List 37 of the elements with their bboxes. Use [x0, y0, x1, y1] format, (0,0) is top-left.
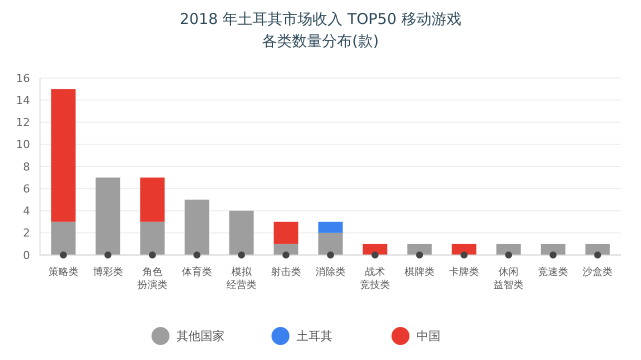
x-tick-label: 棋牌类 — [404, 266, 435, 278]
x-tick-label: 消除类 — [316, 266, 346, 278]
bar — [318, 232, 343, 255]
bar — [140, 222, 165, 255]
x-tick-label: 策略类 — [48, 266, 78, 278]
bar — [184, 200, 210, 255]
y-tick-label: 4 — [23, 204, 30, 218]
bar — [318, 222, 343, 233]
bar — [51, 222, 76, 255]
legend-label: 其他国家 — [176, 329, 224, 344]
x-tick-label: 博彩类 — [92, 266, 123, 278]
x-tick-label: 角色扮演类 — [136, 266, 168, 291]
legend-label: 中国 — [416, 329, 440, 344]
bar — [274, 222, 298, 244]
x-tick-label: 体育类 — [182, 266, 212, 278]
x-tick-label: 竞速类 — [538, 266, 568, 278]
x-tick-label: 卡牌类 — [449, 266, 480, 278]
y-tick-label: 16 — [16, 72, 30, 85]
y-tick-label: 10 — [16, 138, 30, 152]
y-tick-label: 12 — [16, 116, 30, 130]
y-tick-label: 2 — [23, 226, 30, 240]
x-tick-label: 休闲益智类 — [494, 266, 524, 291]
bar — [96, 178, 120, 255]
bar — [229, 210, 254, 255]
bar — [140, 178, 165, 222]
x-tick-label: 战术竞技类 — [360, 266, 390, 291]
y-tick-label: 0 — [23, 248, 30, 262]
bar — [51, 89, 76, 222]
chart-title: 2018 年土耳其市场收入 TOP50 移动游戏 — [180, 10, 462, 28]
y-tick-label: 14 — [16, 94, 30, 107]
x-tick-label: 射击类 — [270, 266, 301, 278]
x-tick-label: 沙盒类 — [582, 266, 613, 278]
y-tick-label: 8 — [23, 160, 30, 174]
chart-subtitle: 各类数量分布(款) — [262, 32, 379, 50]
y-tick-label: 6 — [23, 182, 30, 196]
x-tick-label: 模拟经营类 — [226, 266, 256, 291]
legend-label: 土耳其 — [296, 329, 332, 344]
